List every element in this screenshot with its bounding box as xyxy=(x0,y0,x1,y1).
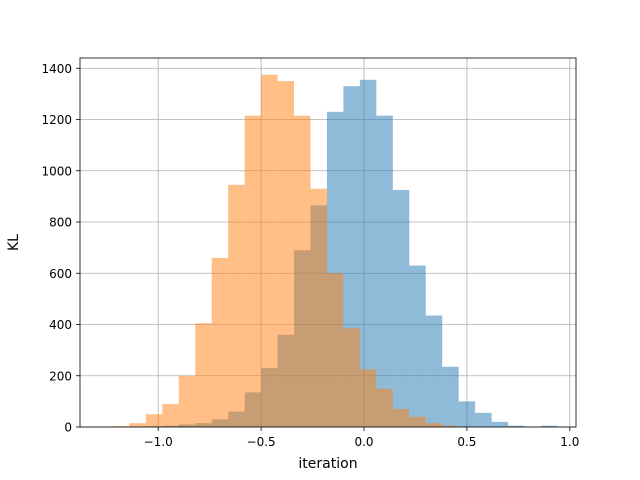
histogram-bar-series-2 xyxy=(310,188,327,427)
histogram-bar-series-2 xyxy=(261,74,278,427)
histogram-bar-series-2 xyxy=(376,388,393,427)
histogram-bar-series-2 xyxy=(442,425,459,427)
x-tick-label: −0.5 xyxy=(247,435,276,449)
x-tick-label: 0.5 xyxy=(457,435,476,449)
histogram-bar-series-1 xyxy=(475,412,492,427)
histogram-bar-series-2 xyxy=(162,403,179,427)
histogram-bar-series-2 xyxy=(129,423,146,427)
y-tick-label: 0 xyxy=(64,421,72,435)
histogram-bar-series-2 xyxy=(211,257,229,427)
y-tick-label: 400 xyxy=(49,318,72,332)
histogram-bar-series-1 xyxy=(508,425,525,427)
histogram-bars xyxy=(96,74,558,427)
histogram-bar-series-1 xyxy=(392,189,410,427)
histogram-bar-series-1 xyxy=(458,401,476,427)
histogram-bar-series-1 xyxy=(491,421,509,427)
x-axis-label: iteration xyxy=(298,456,357,472)
histogram-bar-series-1 xyxy=(376,115,393,427)
histogram-bar-series-2 xyxy=(409,416,426,427)
histogram-bar-series-1 xyxy=(442,366,459,427)
x-tick-label: −1.0 xyxy=(144,435,173,449)
histogram-bar-series-2 xyxy=(277,81,295,427)
y-tick-label: 1400 xyxy=(41,62,72,76)
axis-ticks: −1.0 −0.5 0.0 0.5 1.0 0 200 400 600 800 1000 1200 14… xyxy=(41,62,579,449)
histogram-bar-series-1 xyxy=(409,265,426,427)
x-tick-label: 0.0 xyxy=(354,435,373,449)
y-tick-label: 200 xyxy=(49,369,72,383)
histogram-bar-series-2 xyxy=(294,115,311,427)
histogram-bar-series-2 xyxy=(359,369,377,427)
y-axis-label: KL xyxy=(6,234,22,251)
histogram-bar-series-1 xyxy=(541,425,558,427)
histogram-bar-series-2 xyxy=(178,375,196,427)
x-tick-label: 1.0 xyxy=(560,435,579,449)
histogram-bar-series-2 xyxy=(228,184,245,427)
histogram-bar-series-2 xyxy=(195,323,212,427)
histogram-bar-series-2 xyxy=(392,409,410,427)
histogram-bar-series-2 xyxy=(425,423,443,427)
y-tick-label: 600 xyxy=(49,267,72,281)
plot-frame xyxy=(79,57,577,428)
histogram-bar-series-2 xyxy=(326,273,344,427)
histogram-bar-series-2 xyxy=(145,414,163,427)
y-tick-label: 1000 xyxy=(41,164,72,178)
y-tick-label: 1200 xyxy=(41,113,72,127)
histogram-bar-series-1 xyxy=(359,79,377,427)
histogram-bar-series-1 xyxy=(425,315,443,427)
y-tick-label: 800 xyxy=(49,216,72,230)
histogram-bar-series-2 xyxy=(343,328,360,427)
histogram-bar-series-2 xyxy=(244,115,262,427)
